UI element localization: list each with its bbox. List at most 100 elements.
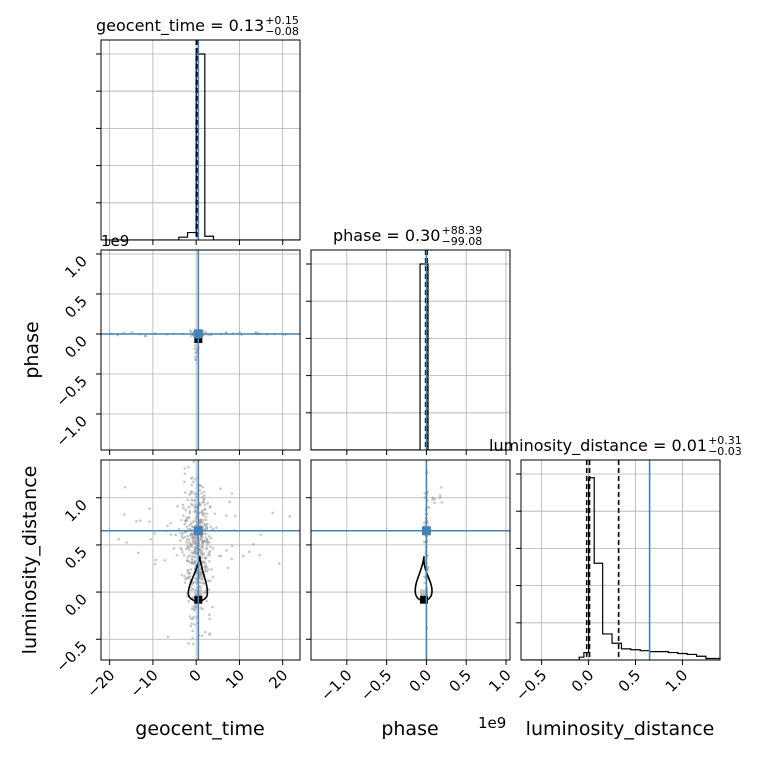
sample-point <box>208 505 212 509</box>
title-error-plus: +88.39 <box>441 224 482 237</box>
sample-point <box>179 546 182 550</box>
sample-point <box>203 539 207 543</box>
sample-point <box>201 500 204 504</box>
sample-point <box>193 550 196 554</box>
sample-point <box>193 519 197 523</box>
title-error-minus: −0.03 <box>708 445 742 458</box>
sample-point <box>203 630 207 634</box>
frames-layer <box>96 39 721 665</box>
sample-point <box>439 486 443 489</box>
sample-point <box>199 586 202 590</box>
sample-point <box>204 515 207 519</box>
sample-point <box>191 587 195 591</box>
sample-point <box>136 551 140 555</box>
sample-point <box>226 566 230 570</box>
sample-point <box>190 476 194 479</box>
sample-point <box>423 581 427 585</box>
sample-point <box>117 537 120 541</box>
sample-point <box>195 546 199 550</box>
sample-point <box>191 535 195 539</box>
sample-point <box>213 512 217 516</box>
sample-point <box>187 576 191 580</box>
sample-point <box>205 522 209 526</box>
sample-point <box>191 525 195 529</box>
sample-point <box>193 506 197 509</box>
sample-point <box>195 615 199 619</box>
sample-point <box>278 562 281 565</box>
sample-point <box>422 522 426 525</box>
sample-point <box>185 518 189 522</box>
panel-title: phase = 0.30 <box>333 226 440 245</box>
sample-point <box>192 642 195 646</box>
tick-label: 0.5 <box>61 543 91 573</box>
sample-point <box>181 550 184 554</box>
sample-point <box>201 607 204 611</box>
sample-point <box>208 613 211 617</box>
tick-label: 0.0 <box>61 590 91 620</box>
sample-point <box>207 579 210 583</box>
panel-title: luminosity_distance = 0.01 <box>489 436 707 456</box>
sample-point <box>211 575 215 579</box>
sample-point <box>189 491 193 495</box>
sample-point <box>204 331 208 334</box>
tick-label: 0.5 <box>61 292 91 322</box>
sample-point <box>208 632 212 635</box>
sample-point <box>190 534 193 537</box>
sample-point <box>203 591 206 595</box>
sample-point <box>199 518 203 521</box>
sample-point <box>185 541 188 544</box>
sample-point <box>200 549 204 552</box>
sample-point <box>233 514 237 518</box>
sample-point <box>186 535 190 538</box>
histogram-luminosity_distance <box>521 477 720 660</box>
sample-point <box>183 574 186 578</box>
sample-point <box>180 573 184 577</box>
sample-point <box>181 532 185 535</box>
offset-multiplier: 1e9 <box>101 232 129 250</box>
sample-point <box>427 566 430 569</box>
tick-label: 10 <box>222 666 248 692</box>
sample-point <box>203 562 207 566</box>
sample-point <box>206 540 210 544</box>
sample-point <box>431 496 435 500</box>
sample-point <box>166 524 169 528</box>
sample-point <box>194 606 198 609</box>
sample-point <box>187 571 191 575</box>
tick-label: −0.5 <box>52 637 90 675</box>
sample-point <box>183 522 187 526</box>
sample-point <box>153 532 157 535</box>
sample-point <box>182 514 185 517</box>
sample-point <box>252 543 255 546</box>
sample-point <box>191 541 195 544</box>
tick-label: −0.5 <box>512 666 550 704</box>
sample-point <box>187 505 191 509</box>
sample-point <box>204 556 208 560</box>
sample-point <box>199 484 202 487</box>
sample-point <box>190 551 193 554</box>
sample-point <box>193 539 196 542</box>
sample-point <box>205 547 208 551</box>
sample-point <box>172 547 176 550</box>
sample-point <box>204 518 208 522</box>
tick-label: 0 <box>186 666 205 685</box>
sample-point <box>183 535 187 539</box>
sample-point <box>198 488 202 492</box>
panel-frame <box>520 459 721 661</box>
sample-point <box>230 492 234 495</box>
sample-point <box>204 532 208 536</box>
sample-point <box>271 511 274 515</box>
sample-point <box>199 535 203 538</box>
title-text: geocent_time = 0.13 <box>96 16 264 36</box>
x-axis-label: luminosity_distance <box>526 718 715 740</box>
sample-point <box>123 513 126 516</box>
sample-point <box>190 545 194 549</box>
x-axis-label: geocent_time <box>135 718 264 740</box>
sample-point <box>440 501 444 504</box>
sample-point <box>201 518 205 522</box>
sample-point <box>225 514 228 517</box>
y-axis-label: phase <box>21 321 43 378</box>
sample-point <box>135 519 138 523</box>
sample-point <box>433 501 436 505</box>
sample-point <box>200 491 203 495</box>
sample-point <box>191 617 195 621</box>
